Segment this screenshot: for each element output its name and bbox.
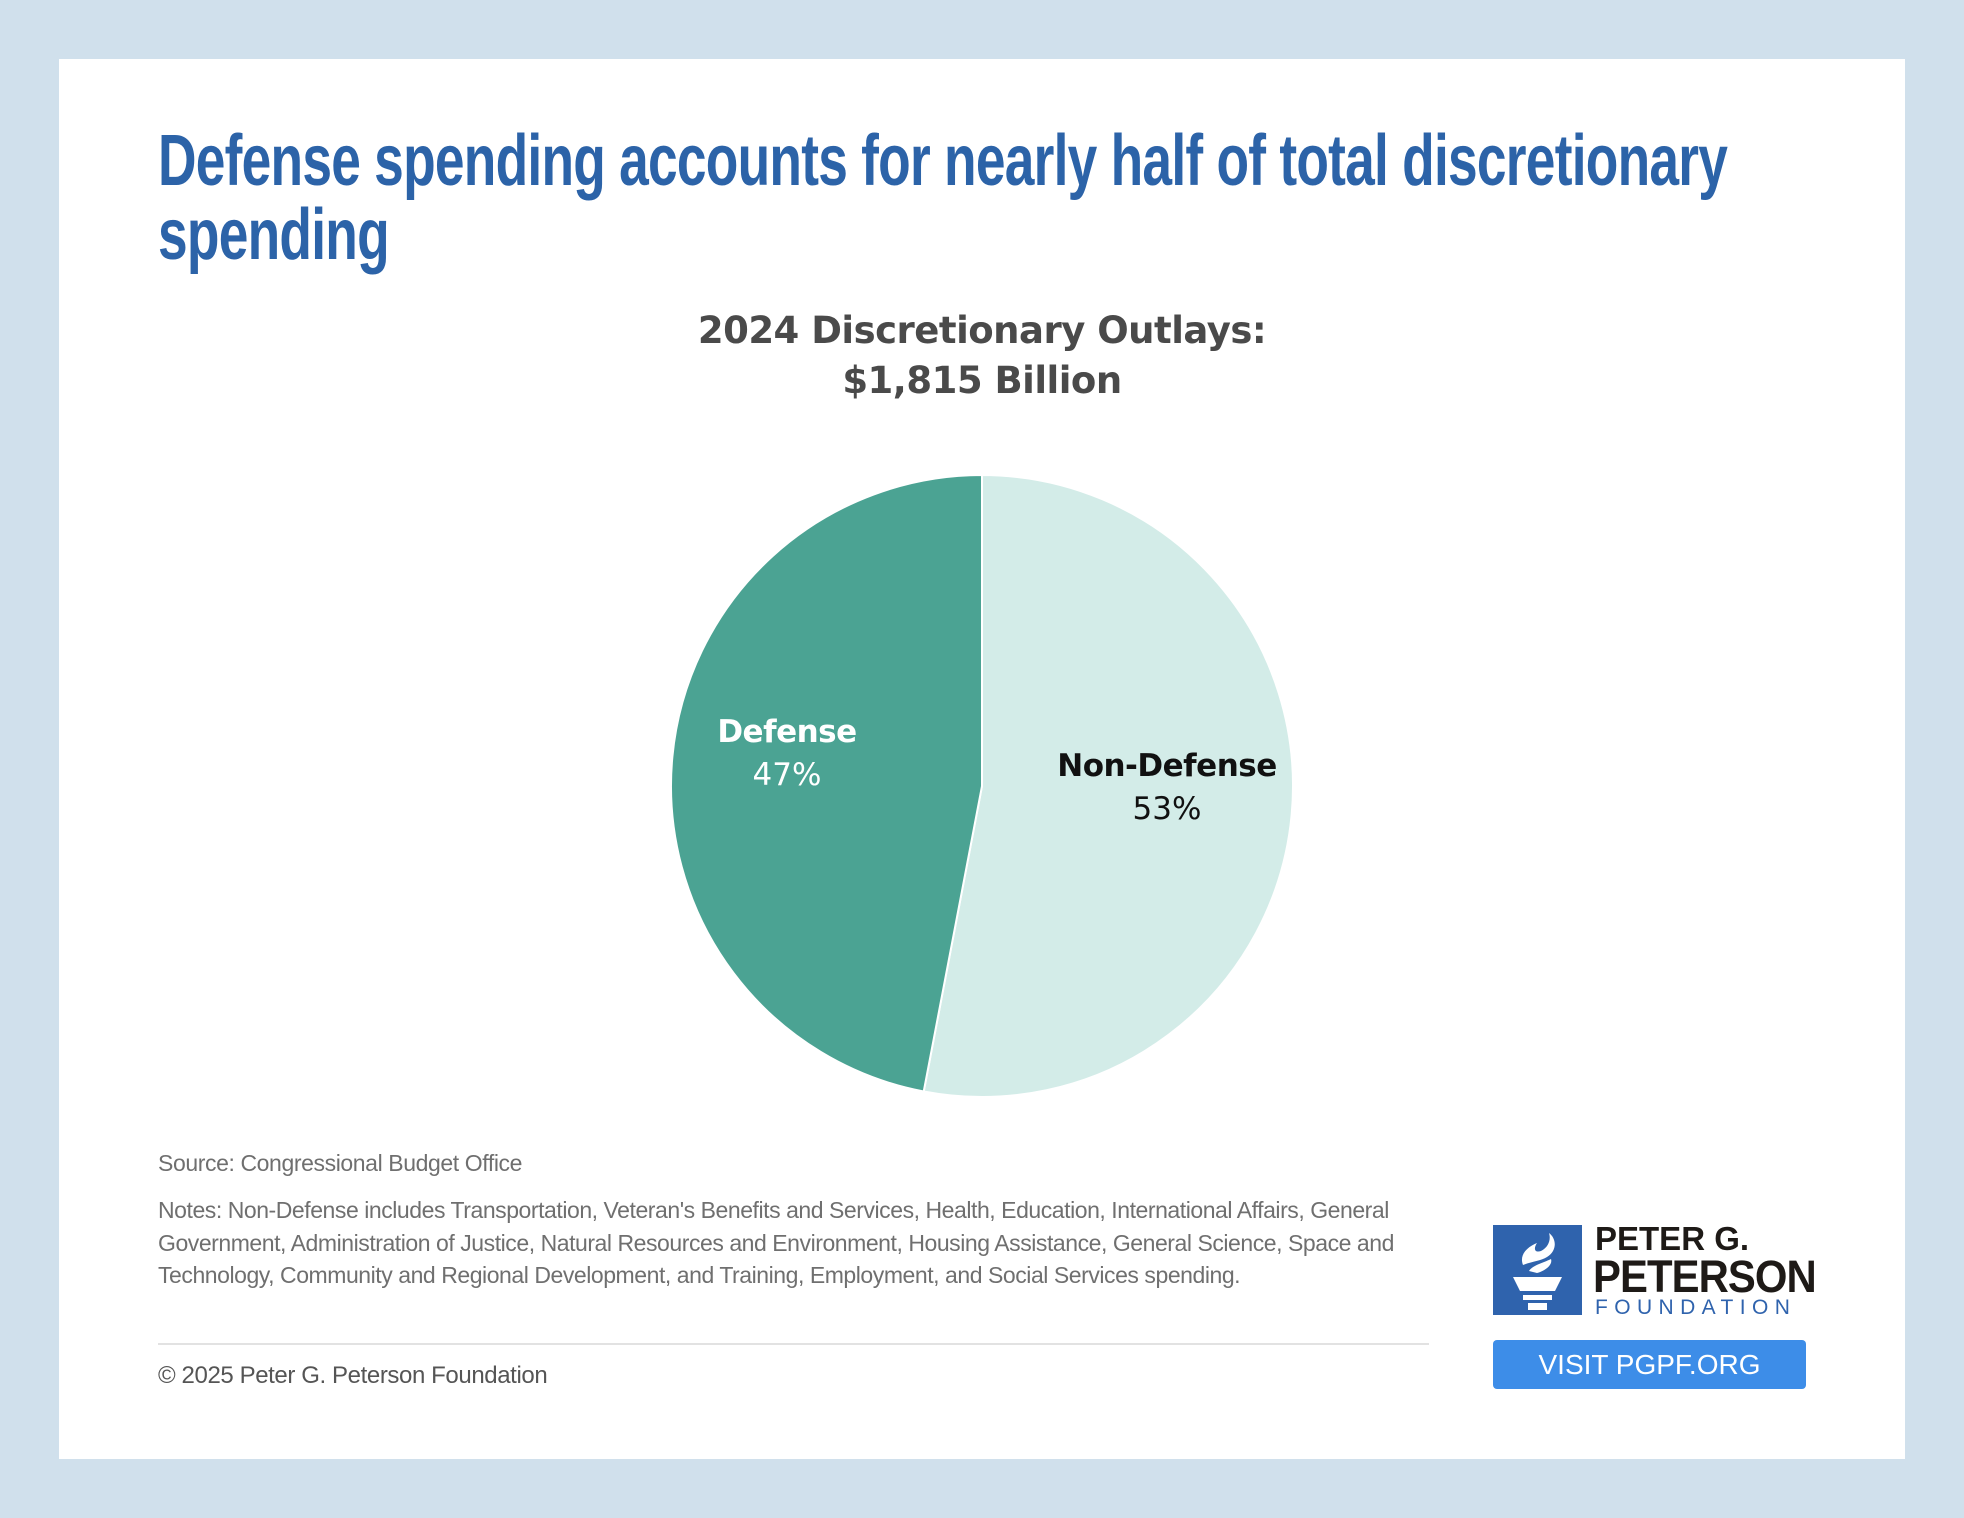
pie-slice-non-defense <box>922 473 1294 1098</box>
chart-title-line: 2024 Discretionary Outlays: <box>697 309 1267 352</box>
chart-total: $1,815 Billion <box>842 359 1122 402</box>
torch-icon <box>1493 1225 1582 1315</box>
slice-value-non-defense: 53% <box>1133 791 1202 827</box>
visit-pgpf-button[interactable]: VISIT PGPF.ORG <box>1493 1340 1806 1389</box>
title-line-2: spending <box>158 195 390 275</box>
copyright: © 2025 Peter G. Peterson Foundation <box>158 1362 548 1389</box>
notes-text: Notes: Non-Defense includes Transportati… <box>158 1197 1394 1288</box>
chart-title: 2024 Discretionary Outlays: $1,815 Billi… <box>0 306 1964 406</box>
logo-line-2: PETERSON <box>1593 1251 1817 1302</box>
pie-slice-defense <box>670 473 983 1093</box>
source-note: Source: Congressional Budget Office <box>158 1150 523 1176</box>
title-line-1: Defense spending accounts for nearly hal… <box>158 121 1728 201</box>
logo-line-3: FOUNDATION <box>1595 1296 1797 1319</box>
slice-label-defense: Defense <box>717 714 856 750</box>
page-title: Defense spending accounts for nearly hal… <box>158 124 1860 272</box>
logo-line-1: PETER G. <box>1595 1220 1750 1257</box>
slice-value-defense: 47% <box>753 757 822 793</box>
slice-label-non-defense: Non-Defense <box>1057 748 1277 784</box>
footer-divider <box>158 1343 1429 1345</box>
peterson-foundation-logo[interactable]: PETER G. PETERSON FOUNDATION <box>1493 1220 1817 1319</box>
